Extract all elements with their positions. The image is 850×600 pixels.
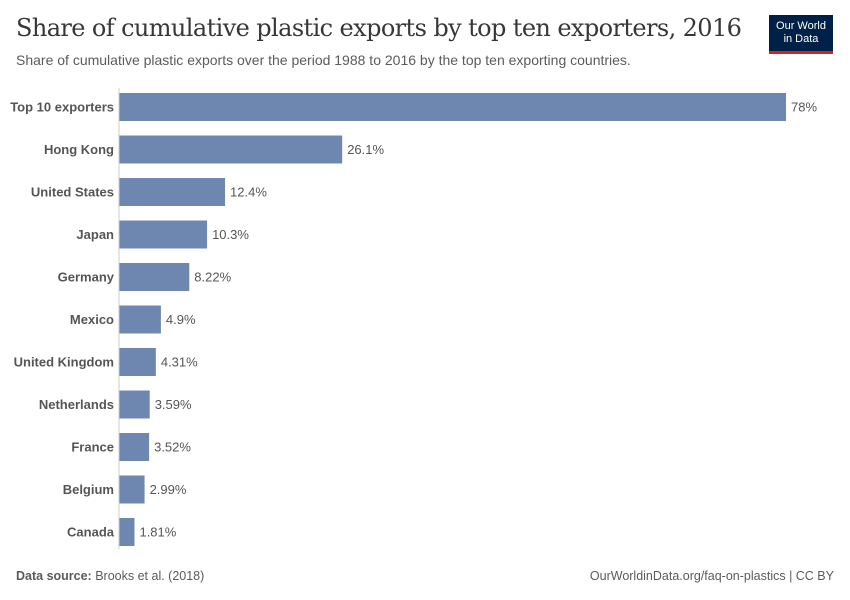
value-label: 78% <box>791 100 817 115</box>
bar <box>119 305 161 334</box>
value-label: 2.99% <box>150 482 187 497</box>
bar <box>119 475 145 504</box>
data-source: Data source: Brooks et al. (2018) <box>16 569 204 583</box>
chart-subtitle: Share of cumulative plastic exports over… <box>16 52 631 68</box>
category-label: Mexico <box>70 312 114 327</box>
value-label: 4.9% <box>166 312 196 327</box>
category-label: Top 10 exporters <box>10 100 114 115</box>
bar <box>119 433 150 461</box>
value-label: 12.4% <box>230 185 267 200</box>
owid-logo[interactable]: Our World in Data <box>769 15 833 54</box>
footer-url[interactable]: OurWorldinData.org/faq-on-plastics | CC … <box>589 569 834 583</box>
bar <box>119 390 150 419</box>
chart-title: Share of cumulative plastic exports by t… <box>16 14 742 42</box>
value-label: 3.59% <box>155 397 192 412</box>
bar <box>119 348 156 376</box>
source-label: Data source: <box>16 569 92 583</box>
bar <box>119 220 208 249</box>
value-label: 1.81% <box>139 525 176 540</box>
value-label: 4.31% <box>161 355 198 370</box>
category-label: Hong Kong <box>44 142 114 157</box>
bar <box>119 178 226 206</box>
bar <box>119 93 786 121</box>
category-label: United States <box>31 185 114 200</box>
value-label: 8.22% <box>194 270 231 285</box>
logo-line-1: Our World <box>776 20 826 32</box>
logo-line-2: in Data <box>783 33 819 45</box>
category-label: France <box>71 440 114 455</box>
source-text: Brooks et al. (2018) <box>95 569 205 583</box>
category-label: Belgium <box>63 482 114 497</box>
category-label: Japan <box>76 227 114 242</box>
bar <box>119 135 343 164</box>
category-label: Germany <box>58 270 115 285</box>
value-label: 10.3% <box>212 227 249 242</box>
bar <box>119 263 190 291</box>
category-label: Canada <box>67 525 115 540</box>
bar <box>119 518 135 546</box>
value-label: 3.52% <box>154 440 191 455</box>
category-label: United Kingdom <box>14 355 114 370</box>
category-label: Netherlands <box>39 397 114 412</box>
value-label: 26.1% <box>347 142 384 157</box>
